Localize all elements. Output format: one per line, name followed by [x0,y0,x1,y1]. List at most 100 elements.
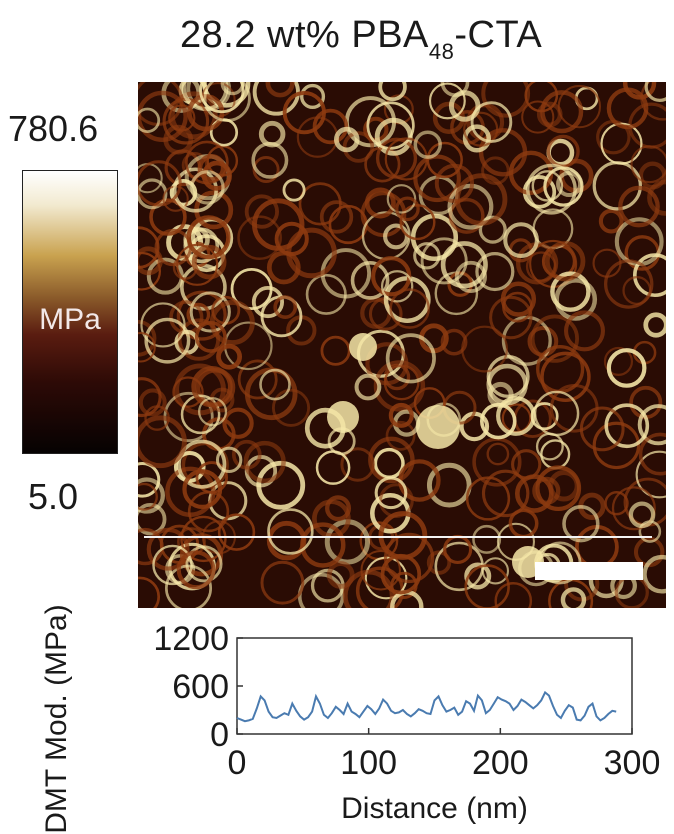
afm-domain [642,554,666,594]
afm-domain [199,82,245,114]
afm-domain [198,397,228,427]
afm-domain [486,442,510,466]
afm-domain [220,82,245,96]
afm-domain [243,440,286,484]
afm-domain [622,276,652,306]
profile-series-line [236,690,617,723]
afm-domain [448,90,481,122]
afm-domain [138,331,156,363]
afm-domain [472,524,502,554]
afm-domain [380,270,414,303]
afm-domain [420,237,468,285]
x-tick-label: 0 [228,744,247,782]
afm-domain [630,145,666,184]
afm-domain [643,312,666,338]
afm-domain [384,137,428,181]
afm-domain [531,170,564,202]
afm-domain [152,544,193,586]
y-axis-label: DMT Mod. (MPa) [40,604,73,834]
afm-domain [146,527,190,571]
afm-domain [475,252,515,292]
afm-domain [267,508,314,555]
afm-domain [282,178,306,202]
profile-line [144,536,652,538]
afm-domain [502,291,533,323]
afm-domain [428,82,466,120]
afm-domain [138,90,188,142]
x-tick-label: 300 [604,744,661,782]
afm-domain [579,406,625,452]
afm-domain [179,533,224,577]
x-tick-label: 100 [340,744,397,782]
afm-domain [434,163,475,204]
afm-domain [180,515,227,563]
afm-domain [543,166,584,207]
afm-domain [618,185,660,228]
afm-domain [149,198,187,236]
afm-domain [282,90,326,135]
title-tail: -CTA [454,14,543,56]
title-subscript: 48 [428,39,455,64]
colorbar: MPa [22,170,118,454]
afm-domain [274,221,309,256]
afm-domain [603,346,634,377]
afm-domain [258,120,286,148]
afm-domain [251,285,285,319]
afm-domain [454,260,487,294]
afm-domain [606,87,649,130]
afm-domain [340,447,375,482]
afm-domain [388,402,414,428]
afm-domain [231,439,262,470]
afm-domain [628,501,656,529]
afm-domain [180,394,221,435]
afm-domain [478,215,507,244]
afm-domain [383,532,435,584]
colorbar-unit: MPa [39,303,101,336]
afm-domain [604,259,654,309]
afm-domain [265,82,295,98]
afm-domain [237,215,282,261]
afm-domain [333,126,360,153]
afm-domain [503,222,539,258]
afm-modulus-map [138,82,666,608]
afm-domain [480,402,517,440]
afm-domain [464,564,510,608]
afm-domain [138,226,160,269]
afm-domain [598,208,624,234]
afm-domain [564,310,605,352]
afm-domain [209,387,235,413]
afm-domain [305,273,347,315]
afm-domain [378,82,407,102]
afm-domain [342,131,375,163]
afm-domain [138,527,164,566]
afm-domain [604,403,650,449]
profile-chart-svg: 0 600 1200 0 100 200 300 Distance (nm) [153,620,661,825]
afm-domain [638,432,666,476]
afm-domain [385,333,436,384]
afm-domain [470,101,513,143]
afm-domain [273,295,298,320]
afm-domain [465,476,511,521]
chart-title: 28.2 wt% PBA48-CTA [180,14,542,65]
afm-domain [190,170,225,205]
afm-domain [271,388,311,427]
afm-domain [216,343,243,370]
afm-domain [380,553,422,595]
afm-domain [138,160,182,207]
afm-domain [138,461,161,498]
afm-domain [217,513,256,551]
afm-domain [354,373,382,401]
afm-domain [462,124,491,153]
afm-domain [319,200,354,234]
afm-domain [389,288,431,329]
afm-domain [413,242,441,270]
afm-domain [637,404,666,446]
y-tick-label: 600 [172,668,229,706]
afm-domain [500,281,537,317]
afm-domain [176,290,227,341]
afm-domain [611,486,656,531]
afm-domain [489,295,533,340]
afm-bright-spot [327,401,359,433]
afm-domain [440,328,468,356]
x-axis-label: Distance (nm) [341,792,528,825]
